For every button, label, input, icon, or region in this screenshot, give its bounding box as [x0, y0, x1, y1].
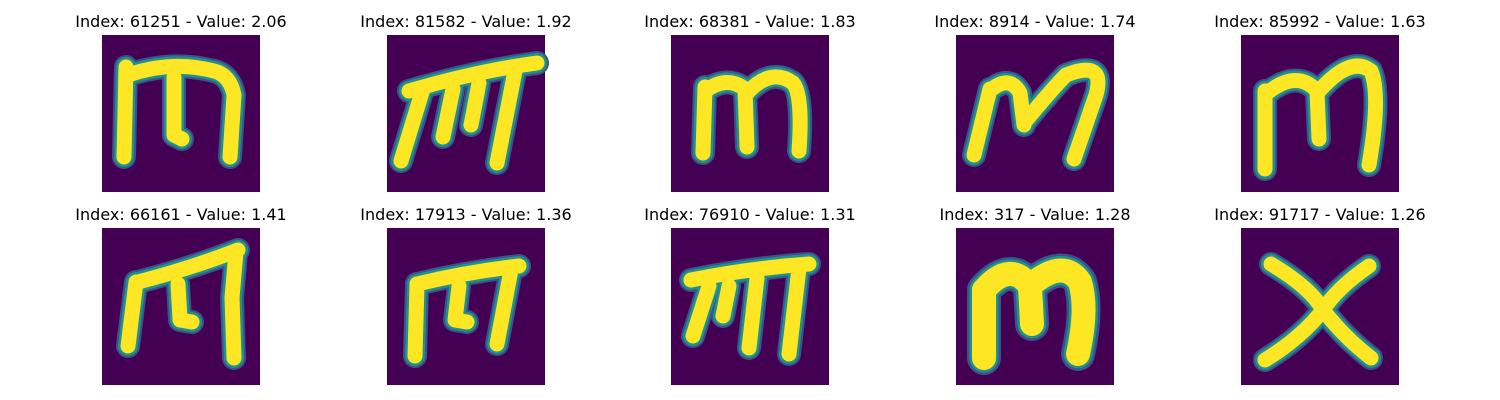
glyph-image: [956, 228, 1114, 385]
panel: Index: 8914 - Value: 1.74: [934, 12, 1136, 192]
glyph-image: [387, 228, 545, 385]
panel-title: Index: 81582 - Value: 1.92: [360, 12, 571, 31]
panel-title: Index: 91717 - Value: 1.26: [1214, 205, 1425, 224]
panel: Index: 61251 - Value: 2.06: [75, 12, 287, 192]
panel-title: Index: 76910 - Value: 1.31: [644, 205, 855, 224]
panel: Index: 317 - Value: 1.28: [939, 205, 1131, 385]
panel: Index: 85992 - Value: 1.63: [1214, 12, 1426, 192]
glyph-image: [1241, 35, 1399, 192]
glyph-image: [387, 35, 549, 192]
glyph-image: [956, 35, 1114, 192]
panel-title: Index: 317 - Value: 1.28: [939, 205, 1130, 224]
glyph-image: [102, 228, 260, 385]
glyph-image: [102, 35, 260, 192]
glyph-image: [1241, 228, 1399, 385]
panel-title: Index: 85992 - Value: 1.63: [1214, 12, 1425, 31]
panel: Index: 68381 - Value: 1.83: [644, 12, 856, 192]
panel-title: Index: 61251 - Value: 2.06: [75, 12, 286, 31]
glyph-image: [671, 35, 829, 192]
panel: Index: 66161 - Value: 1.41: [75, 205, 287, 385]
panel: Index: 81582 - Value: 1.92: [360, 12, 572, 192]
panel-title: Index: 8914 - Value: 1.74: [934, 12, 1135, 31]
panel: Index: 76910 - Value: 1.31: [644, 205, 856, 385]
panel-title: Index: 66161 - Value: 1.41: [75, 205, 286, 224]
panel: Index: 91717 - Value: 1.26: [1214, 205, 1426, 385]
panel-title: Index: 17913 - Value: 1.36: [360, 205, 571, 224]
panel-title: Index: 68381 - Value: 1.83: [644, 12, 855, 31]
panel: Index: 17913 - Value: 1.36: [360, 205, 572, 385]
glyph-image: [671, 228, 829, 385]
